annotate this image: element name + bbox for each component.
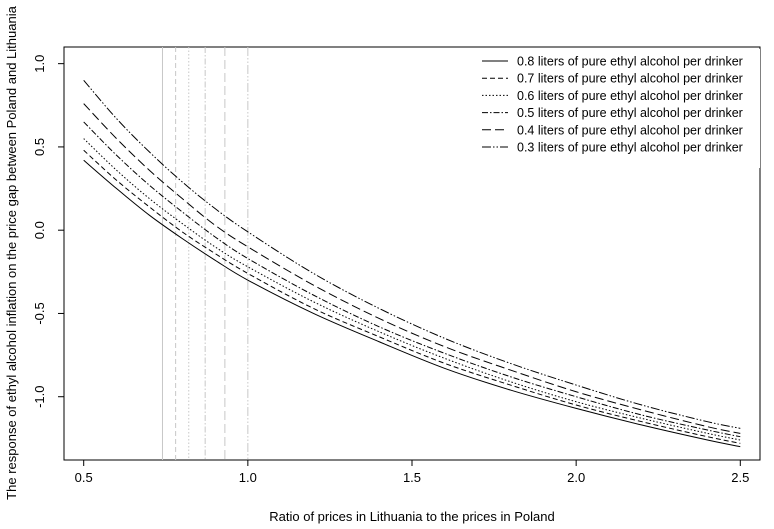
- series-line-4: [83, 121, 741, 438]
- x-tick-label: 1.5: [403, 470, 421, 485]
- legend-label-4: 0.5 liters of pure ethyl alcohol per dri…: [517, 106, 743, 120]
- x-tick-label: 1.0: [239, 470, 257, 485]
- series-line-2: [83, 149, 741, 444]
- x-axis: 0.5 1.0 1.5 2.0 2.5: [75, 460, 749, 485]
- y-axis-title: The response of ethyl alcohol inflation …: [4, 5, 19, 499]
- y-tick-label: 0.5: [32, 138, 47, 156]
- series-line-1: [83, 159, 741, 448]
- y-tick-label: -1.0: [32, 386, 47, 408]
- series-line-3: [83, 138, 741, 441]
- x-tick-label: 2.5: [731, 470, 749, 485]
- series-lines: [83, 79, 741, 448]
- legend-label-5: 0.4 liters of pure ethyl alcohol per dri…: [517, 123, 743, 137]
- x-tick-label: 0.5: [75, 470, 93, 485]
- x-tick-label: 2.0: [567, 470, 585, 485]
- legend-label-1: 0.8 liters of pure ethyl alcohol per dri…: [517, 55, 743, 69]
- y-tick-label: -0.5: [32, 302, 47, 324]
- vertical-reference-lines: [161, 47, 249, 460]
- x-axis-title: Ratio of prices in Lithuania to the pric…: [269, 509, 554, 524]
- legend-label-2: 0.7 liters of pure ethyl alcohol per dri…: [517, 72, 743, 86]
- legend-label-6: 0.3 liters of pure ethyl alcohol per dri…: [517, 141, 743, 155]
- y-axis: -1.0 -0.5 0.0 0.5 1.0: [32, 55, 64, 408]
- legend-box: [474, 49, 760, 168]
- legend: 0.8 liters of pure ethyl alcohol per dri…: [474, 49, 760, 168]
- y-tick-label: 1.0: [32, 55, 47, 73]
- legend-label-3: 0.6 liters of pure ethyl alcohol per dri…: [517, 89, 743, 103]
- y-tick-label: 0.0: [32, 221, 47, 239]
- series-line-6: [83, 79, 741, 429]
- series-line-5: [83, 103, 741, 434]
